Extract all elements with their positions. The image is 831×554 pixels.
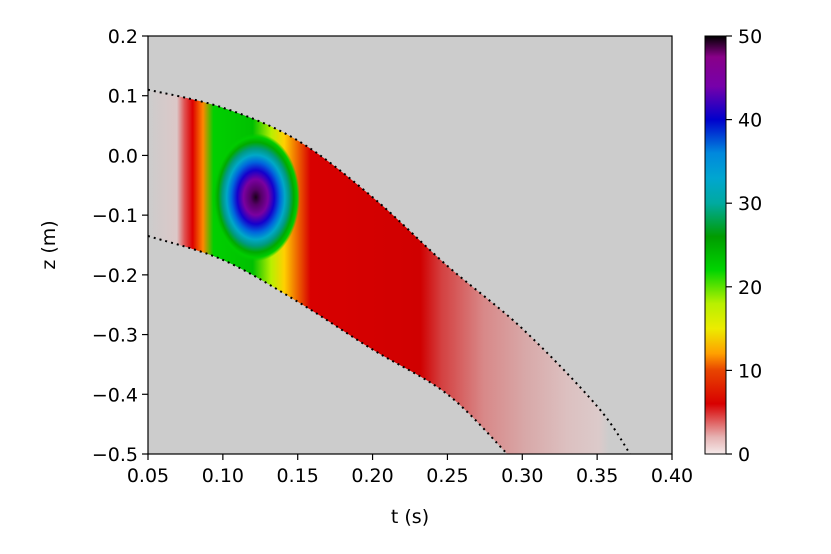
colorbar-tick-label: 40	[738, 110, 762, 132]
colorbar-tick-label: 10	[738, 360, 762, 382]
colorbar-tick-label: 30	[738, 193, 762, 215]
x-tick-label: 0.25	[426, 465, 468, 487]
x-axis-ticks: 0.05 0.10 0.15 0.20 0.25 0.30 0.35 0.40	[127, 454, 693, 487]
colorbar	[704, 35, 727, 455]
y-tick-label: −0.5	[92, 444, 138, 466]
x-tick-label: 0.10	[202, 465, 244, 487]
y-tick-label: 0.1	[108, 86, 138, 108]
colorbar-ticks: 50 40 30 20 10 0	[726, 26, 762, 466]
vortex-core	[211, 133, 300, 262]
colorbar-tick-label: 0	[738, 444, 750, 466]
y-tick-label: −0.2	[92, 265, 138, 287]
y-tick-label: 0.2	[108, 26, 138, 48]
y-tick-label: −0.1	[92, 205, 138, 227]
y-tick-label: −0.4	[92, 384, 138, 406]
x-tick-label: 0.35	[576, 465, 618, 487]
x-tick-label: 0.30	[501, 465, 543, 487]
upper-boundary-curve	[148, 88, 631, 454]
x-tick-label: 0.15	[277, 465, 319, 487]
x-tick-label: 0.40	[651, 465, 693, 487]
x-tick-label: 0.20	[351, 465, 393, 487]
plot-frame	[147, 35, 673, 455]
colorbar-tick-label: 50	[738, 26, 762, 48]
x-tick-label: 0.05	[127, 465, 169, 487]
y-axis-ticks: 0.2 0.1 0.0 −0.1 −0.2 −0.3 −0.4 −0.5	[92, 26, 148, 466]
y-axis-label: z (m)	[38, 220, 60, 269]
x-axis-label: t (s)	[391, 506, 429, 528]
y-tick-label: 0.0	[108, 145, 138, 167]
y-tick-label: −0.3	[92, 325, 138, 347]
colorbar-tick-label: 20	[738, 277, 762, 299]
